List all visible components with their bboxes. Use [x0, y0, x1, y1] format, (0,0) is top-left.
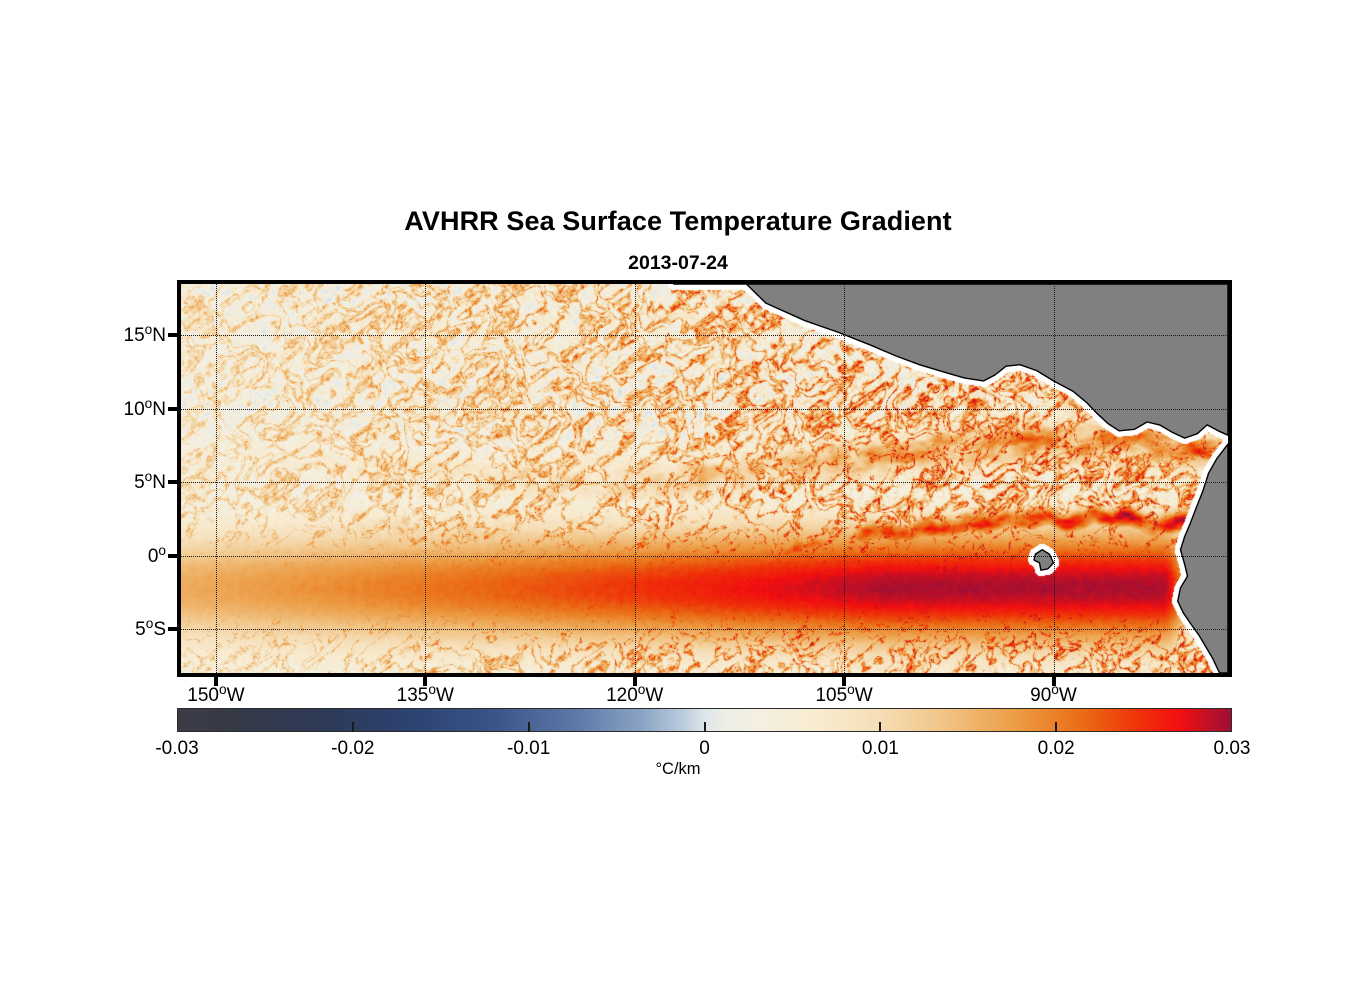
y-ticklabel-0: 15oN: [123, 322, 166, 347]
x-ticklabel-3: 105oW: [815, 682, 873, 707]
colorbar-unit-label: °C/km: [655, 760, 701, 778]
y-ticklabel-4: 5oS: [135, 615, 166, 641]
figure-subtitle: 2013-07-24: [628, 252, 728, 274]
y-tick-2: [168, 480, 181, 485]
colorbar-tick-2: [527, 722, 530, 732]
x-ticklabel-4: 90oW: [1030, 682, 1077, 707]
coastline-path: [673, 284, 1228, 439]
figure-title: AVHRR Sea Surface Temperature Gradient: [404, 206, 952, 236]
x-ticklabel-0: 150oW: [187, 682, 245, 707]
colorbar-tick-4: [879, 722, 882, 732]
colorbar-ticklabel-6: 0.03: [1213, 738, 1251, 759]
x-tick-2: [632, 673, 637, 686]
colorbar-tick-1: [351, 722, 354, 732]
y-ticklabel-3: 0o: [147, 542, 166, 567]
x-tick-1: [423, 673, 428, 686]
colorbar-gradient: [178, 709, 1231, 731]
colorbar-ticklabel-2: -0.01: [507, 738, 551, 759]
x-tick-4: [1051, 673, 1056, 686]
colorbar-ticklabel-5: 0.02: [1037, 738, 1075, 759]
y-ticklabel-2: 5oN: [134, 469, 166, 494]
colorbar-ticklabel-0: -0.03: [155, 738, 199, 759]
y-tick-4: [168, 626, 181, 631]
coastline-overlay: [673, 284, 1228, 673]
y-tick-1: [168, 406, 181, 411]
colorbar-tick-3: [703, 722, 706, 732]
coastline-path: [1177, 443, 1228, 673]
coastline-path: [1033, 549, 1055, 571]
colorbar-ticklabel-1: -0.02: [331, 738, 375, 759]
colorbar-ticklabel-4: 0.01: [861, 738, 899, 759]
y-tick-0: [168, 333, 181, 338]
map-axes[interactable]: [177, 280, 1232, 677]
colorbar-ticklabel-3: 0: [699, 738, 710, 759]
y-tick-3: [168, 553, 181, 558]
x-tick-3: [842, 673, 847, 686]
x-ticklabel-2: 120oW: [606, 682, 664, 707]
x-tick-0: [213, 673, 218, 686]
colorbar-tick-5: [1055, 722, 1058, 732]
y-ticklabel-1: 10oN: [123, 395, 166, 420]
x-ticklabel-1: 135oW: [396, 682, 454, 707]
